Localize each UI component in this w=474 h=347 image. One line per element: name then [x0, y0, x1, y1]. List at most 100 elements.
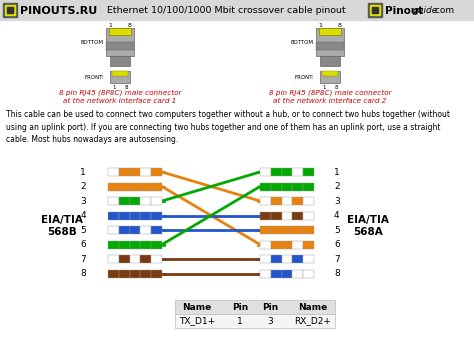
Bar	[151, 212, 162, 220]
Bar	[106, 42, 134, 50]
Bar	[108, 240, 119, 248]
Bar	[303, 270, 314, 278]
Text: 8 pin RJ45 (8P8C) male connector: 8 pin RJ45 (8P8C) male connector	[59, 90, 181, 96]
Text: 2: 2	[334, 182, 340, 191]
Bar	[175, 314, 335, 328]
Bar	[292, 168, 303, 176]
Text: 3: 3	[334, 196, 340, 205]
Bar	[140, 183, 151, 191]
Bar	[320, 71, 340, 83]
Bar	[271, 226, 282, 234]
Bar	[140, 226, 151, 234]
Bar	[292, 212, 303, 220]
Text: 6: 6	[80, 240, 86, 249]
Text: 8: 8	[80, 269, 86, 278]
Bar	[282, 212, 292, 220]
Bar	[109, 28, 131, 35]
Bar	[108, 197, 119, 205]
Bar	[260, 168, 271, 176]
Text: 3: 3	[267, 316, 273, 325]
Text: 1: 1	[108, 23, 112, 27]
Bar	[368, 3, 382, 17]
Bar	[151, 255, 162, 263]
Bar	[303, 197, 314, 205]
Text: .com: .com	[432, 6, 454, 15]
Bar	[3, 3, 17, 17]
Bar	[282, 183, 292, 191]
Bar	[303, 240, 314, 248]
Bar	[260, 270, 271, 278]
Bar	[260, 240, 271, 248]
Text: BOTTOM: BOTTOM	[81, 40, 104, 44]
Bar	[108, 270, 119, 278]
Bar	[151, 197, 162, 205]
Text: 2: 2	[81, 182, 86, 191]
Bar	[316, 42, 344, 50]
Bar	[140, 255, 151, 263]
Bar	[271, 270, 282, 278]
Text: Pinout: Pinout	[385, 6, 423, 16]
Bar	[260, 212, 271, 220]
Bar	[108, 183, 119, 191]
Bar	[292, 183, 303, 191]
Text: BOTTOM: BOTTOM	[291, 40, 314, 44]
Text: EIA/TIA: EIA/TIA	[41, 214, 83, 225]
Bar	[140, 212, 151, 220]
Bar	[5, 5, 15, 15]
Bar	[129, 270, 140, 278]
Bar	[119, 226, 129, 234]
Bar	[119, 240, 129, 248]
Text: at the network interface card 2: at the network interface card 2	[273, 98, 387, 104]
Bar	[292, 197, 303, 205]
Bar	[7, 7, 13, 13]
Bar	[106, 28, 134, 56]
Text: 5: 5	[334, 226, 340, 235]
Bar	[129, 240, 140, 248]
Bar	[271, 168, 282, 176]
Bar	[292, 255, 303, 263]
Bar	[260, 226, 271, 234]
Bar	[282, 270, 292, 278]
Text: 1: 1	[322, 85, 326, 90]
Bar	[316, 28, 344, 56]
Bar	[322, 71, 338, 76]
Text: 568A: 568A	[353, 227, 383, 237]
Text: EIA/TIA: EIA/TIA	[347, 214, 389, 225]
Text: Pin: Pin	[232, 303, 248, 312]
Bar	[129, 168, 140, 176]
Bar	[303, 183, 314, 191]
Text: 568B: 568B	[47, 227, 77, 237]
Bar	[119, 168, 129, 176]
Bar	[129, 183, 140, 191]
Bar	[292, 240, 303, 248]
Text: 8 pin RJ45 (8P8C) male connector: 8 pin RJ45 (8P8C) male connector	[269, 90, 391, 96]
Bar	[140, 270, 151, 278]
Text: FRONT:: FRONT:	[84, 75, 104, 79]
Bar	[119, 255, 129, 263]
Text: FRONT:: FRONT:	[294, 75, 314, 79]
Text: 7: 7	[80, 254, 86, 263]
Bar	[175, 300, 335, 314]
Bar	[303, 226, 314, 234]
Bar	[110, 56, 130, 66]
Bar	[282, 240, 292, 248]
Text: 1: 1	[334, 168, 340, 177]
Text: Name: Name	[298, 303, 328, 312]
Bar	[129, 212, 140, 220]
Text: at the network interface card 1: at the network interface card 1	[64, 98, 177, 104]
Bar	[140, 168, 151, 176]
Text: TX_D1+: TX_D1+	[179, 316, 215, 325]
Bar	[140, 240, 151, 248]
Bar	[282, 197, 292, 205]
Bar	[282, 168, 292, 176]
Bar	[303, 255, 314, 263]
Text: 8: 8	[335, 85, 338, 90]
Bar	[108, 212, 119, 220]
Text: 6: 6	[334, 240, 340, 249]
Bar	[271, 212, 282, 220]
Bar	[112, 71, 128, 76]
Text: PINOUTS.RU: PINOUTS.RU	[20, 6, 97, 16]
Bar	[110, 71, 130, 83]
Bar	[271, 255, 282, 263]
Text: Name: Name	[182, 303, 211, 312]
